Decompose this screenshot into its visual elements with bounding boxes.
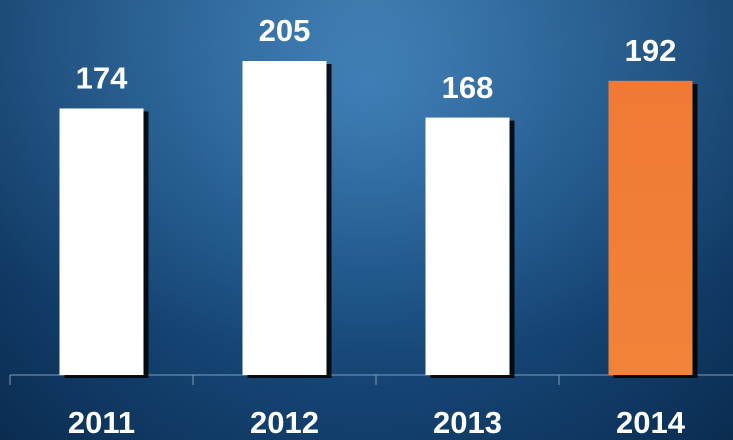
value-label: 192 xyxy=(625,33,677,68)
value-label: 174 xyxy=(76,61,128,96)
value-label: 168 xyxy=(442,70,494,105)
value-label: 205 xyxy=(259,13,311,48)
x-tick-label: 2011 xyxy=(68,405,135,440)
x-tick-label: 2014 xyxy=(616,405,686,440)
bar xyxy=(242,61,327,375)
bar xyxy=(608,80,693,375)
bar xyxy=(59,108,144,376)
x-tick-label: 2012 xyxy=(250,405,319,440)
bar xyxy=(425,117,510,376)
x-tick-label: 2013 xyxy=(433,405,502,440)
